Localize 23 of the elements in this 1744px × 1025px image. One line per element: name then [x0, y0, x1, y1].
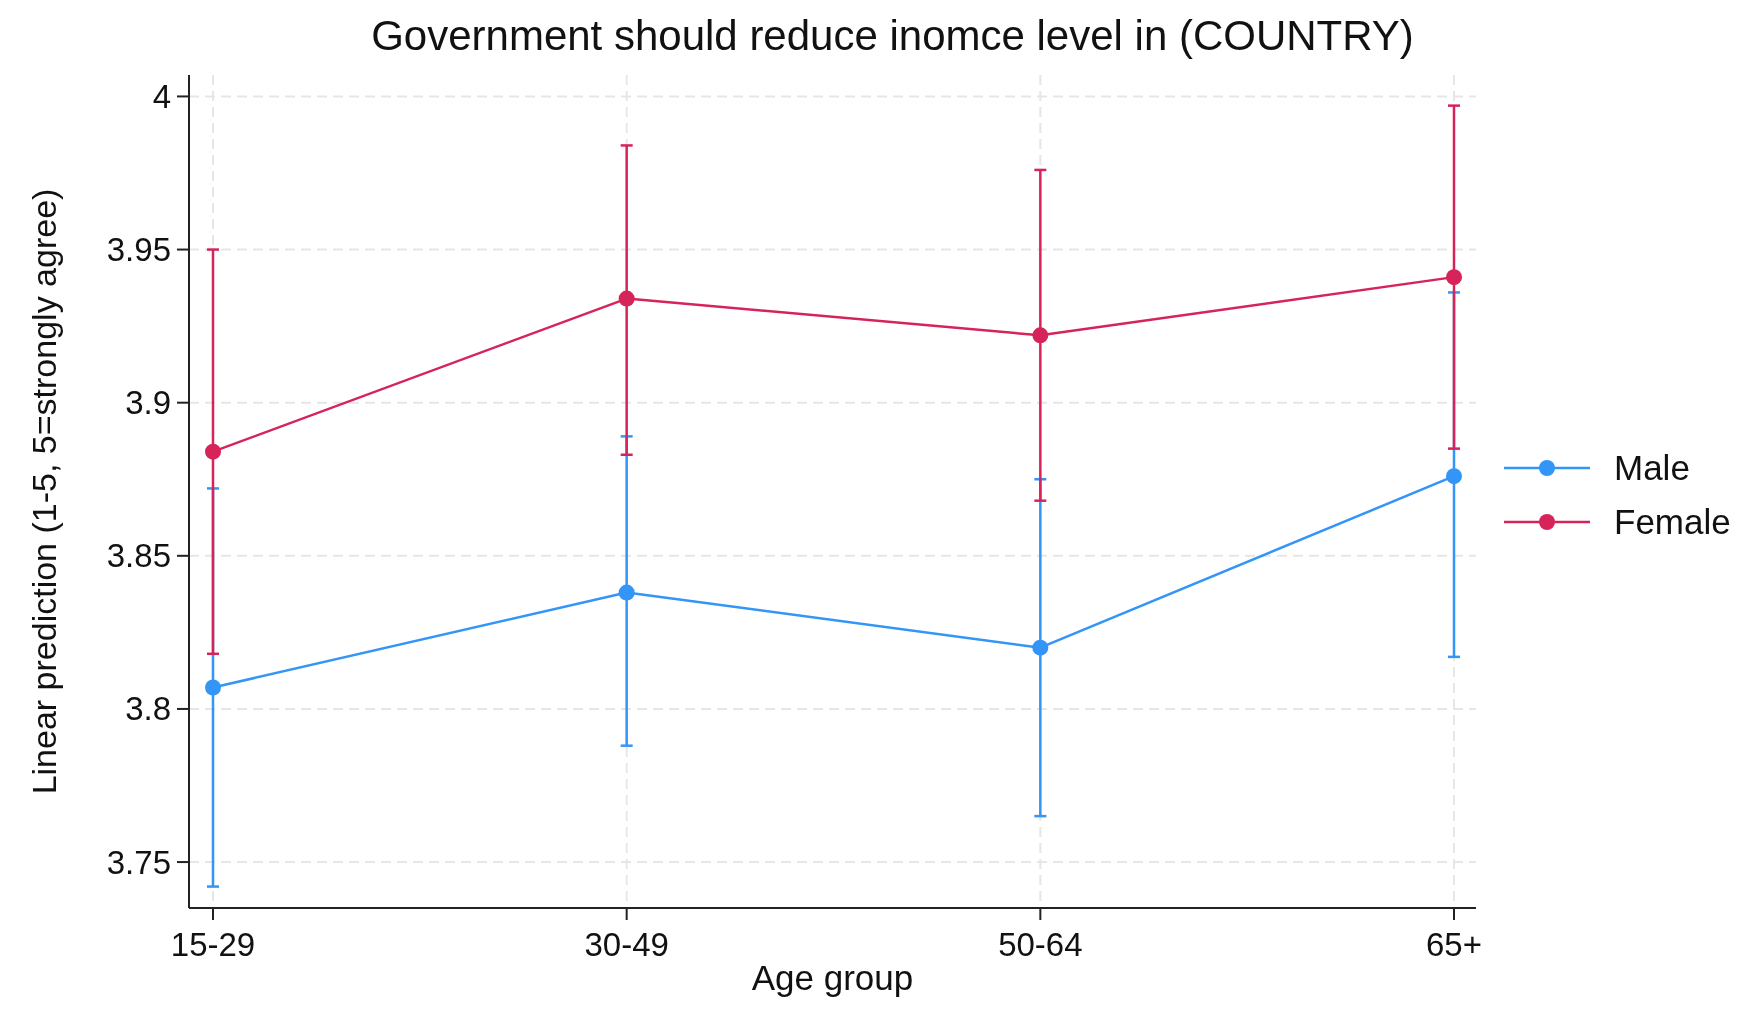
x-tick-label: 65+	[1426, 926, 1482, 963]
point	[618, 584, 635, 601]
point	[1032, 327, 1049, 344]
chart-title: Government should reduce inomce level in (COUNTRY)	[371, 12, 1414, 59]
point	[1032, 639, 1049, 656]
y-tick-label: 3.95	[106, 231, 171, 269]
y-tick-label: 4	[152, 77, 171, 115]
y-tick-label: 3.9	[125, 384, 171, 422]
y-tick-label: 3.75	[106, 843, 171, 881]
point	[205, 443, 221, 460]
point	[618, 290, 635, 307]
point	[1446, 468, 1462, 485]
x-tick-label: 50-64	[998, 926, 1083, 963]
point	[1446, 269, 1462, 286]
legend-label: Female	[1614, 502, 1731, 542]
legend-label: Male	[1614, 448, 1690, 488]
x-tick-label: 15-29	[170, 926, 256, 963]
y-tick-label: 3.85	[106, 537, 171, 575]
x-tick-label: 30-49	[584, 926, 669, 963]
y-axis-title: Linear prediction (1-5, 5=strongly agree)	[25, 188, 63, 795]
y-tick-label: 3.8	[125, 690, 171, 728]
point	[205, 679, 221, 696]
x-axis-title: Age group	[751, 958, 914, 997]
